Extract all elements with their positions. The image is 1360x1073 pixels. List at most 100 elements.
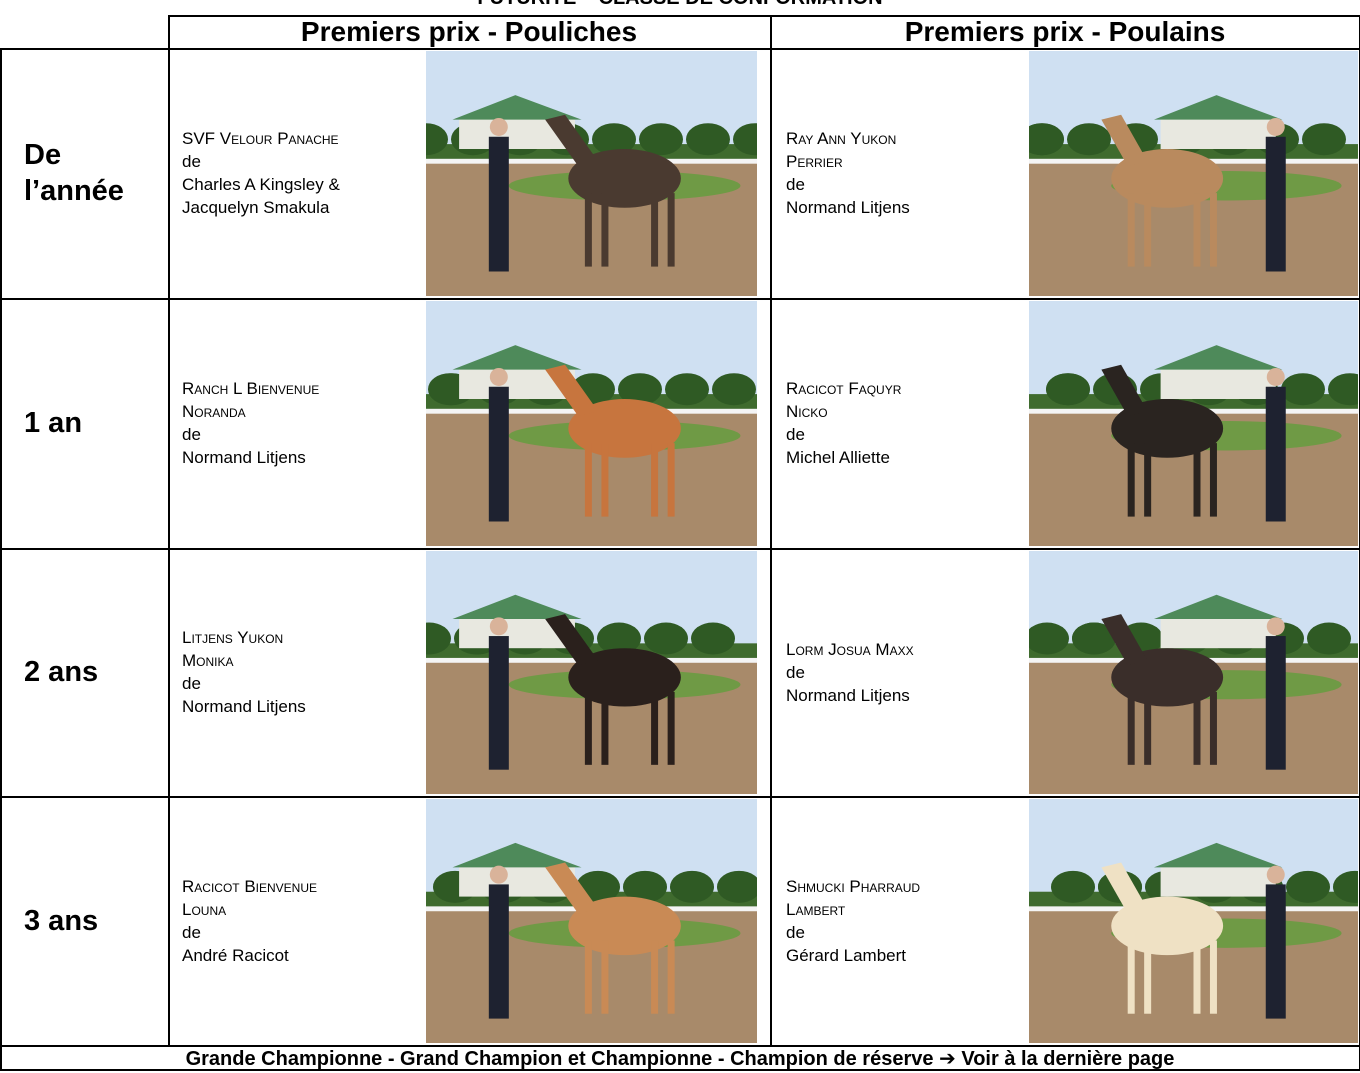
photo-part	[1127, 691, 1135, 765]
photo-part	[1160, 864, 1276, 897]
photo-part	[1265, 136, 1286, 272]
horse-name: SVF Velour Panache	[182, 129, 339, 148]
photo-part	[452, 95, 582, 120]
photo-part	[644, 622, 688, 655]
row-label-line: 3 ans	[24, 904, 99, 937]
photo-part	[1209, 193, 1217, 267]
owner-name: Charles A Kingsley &	[182, 175, 340, 194]
horse-name: Nicko	[786, 402, 828, 421]
photo-part	[1046, 373, 1090, 406]
photo-part	[1127, 443, 1135, 517]
photo	[426, 301, 757, 546]
photo-part	[1144, 691, 1152, 765]
row-label-line: l’année	[24, 175, 124, 207]
photo-part	[1209, 940, 1217, 1014]
photo-part	[1029, 622, 1069, 655]
photo-part	[1333, 870, 1358, 903]
horse-name: Lorm Josua Maxx	[786, 639, 914, 659]
photo-part	[584, 443, 592, 517]
de-text: de	[182, 152, 201, 171]
photo-part	[1144, 193, 1152, 267]
entry-text: Ranch L Bienvenue Noranda de Normand Litjen…	[182, 377, 319, 469]
photo-part	[670, 870, 714, 903]
de-text: de	[182, 674, 201, 693]
owner-name: Jacquelyn Smakula	[182, 198, 330, 217]
photo-part	[651, 691, 659, 765]
photo-part	[667, 691, 675, 765]
photo-part	[1067, 123, 1111, 156]
de-text: de	[786, 922, 805, 942]
rule	[0, 48, 2, 1070]
rule	[0, 548, 1360, 550]
photo-part	[488, 884, 509, 1019]
photo-part	[545, 364, 599, 417]
photo-part	[1209, 443, 1217, 517]
rule	[0, 1045, 1360, 1047]
photo-part	[686, 123, 730, 156]
entry-text: Racicot Bienvenue Louna de André Racicot	[182, 875, 317, 967]
photo-part	[601, 940, 609, 1014]
photo-part	[592, 123, 636, 156]
photo-part	[667, 193, 675, 267]
photo	[1029, 799, 1358, 1043]
photo-part	[1160, 616, 1276, 649]
horse-name: Monika	[182, 651, 234, 670]
horse-name: Noranda	[182, 402, 246, 421]
photo-part	[717, 870, 757, 903]
row-label-line: 1 an	[24, 407, 83, 439]
photo-part	[1266, 617, 1285, 636]
entry-text: Litjens Yukon Monika de Normand Litjens	[182, 626, 306, 718]
rule	[770, 15, 772, 1045]
photo	[426, 799, 757, 1043]
horse-name: Shmucki Pharraud	[786, 876, 921, 896]
photo	[426, 51, 757, 296]
entry-text: Lorm Josua Maxx de Normand Litjens	[786, 638, 914, 707]
photo-part	[1265, 636, 1286, 770]
horse-name: Lambert	[786, 899, 846, 919]
photo-part	[667, 443, 675, 517]
photo-part	[1101, 862, 1148, 914]
photo-part	[489, 617, 508, 636]
photo-part	[667, 940, 675, 1014]
row-label: 3 ans	[24, 903, 98, 939]
photo-part	[1193, 443, 1201, 517]
horse-name: Ray Ann Yukon	[786, 129, 897, 148]
photo	[1029, 51, 1358, 296]
photo-part	[488, 386, 509, 522]
photo-part	[452, 594, 582, 620]
entry-text: SVF Velour Panache de Charles A Kingsley &…	[182, 127, 340, 219]
photo-part	[1265, 884, 1286, 1019]
photo-part	[691, 622, 735, 655]
rule	[0, 796, 1360, 798]
photo-part	[639, 123, 683, 156]
horse-name: Louna	[182, 899, 227, 919]
photo-part	[1072, 622, 1116, 655]
photo-part	[651, 940, 659, 1014]
photo-part	[1051, 870, 1095, 903]
column-header: Premiers prix - Pouliches	[300, 16, 638, 47]
photo-part	[1307, 622, 1351, 655]
photo-part	[584, 691, 592, 765]
photo-part	[1328, 373, 1358, 406]
row-label: 2 ans	[24, 654, 98, 690]
photo-part	[618, 373, 662, 406]
photo-part	[601, 691, 609, 765]
photo-part	[1160, 367, 1276, 399]
de-text: de	[786, 425, 805, 444]
photo-part	[1029, 123, 1064, 156]
photo-part	[1154, 594, 1283, 620]
photo-part	[489, 117, 508, 136]
photo-part	[1154, 95, 1283, 120]
photo-part	[488, 136, 509, 272]
de-text: de	[182, 425, 201, 444]
owner-name: Normand Litjens	[786, 685, 910, 705]
footer-note: Grande Championne - Grand Champion et Ch…	[185, 1048, 1175, 1070]
entry-text: Ray Ann Yukon Perrier de Normand Litjens	[786, 127, 910, 219]
horse-name: Racicot Faquyr	[786, 379, 902, 398]
photo	[1029, 301, 1358, 546]
entry-text: Shmucki Pharraud Lambert de Gérard Lambert	[786, 875, 920, 967]
photo-part	[452, 842, 582, 868]
horse-name: Perrier	[786, 152, 843, 171]
photo-part	[1144, 940, 1152, 1014]
